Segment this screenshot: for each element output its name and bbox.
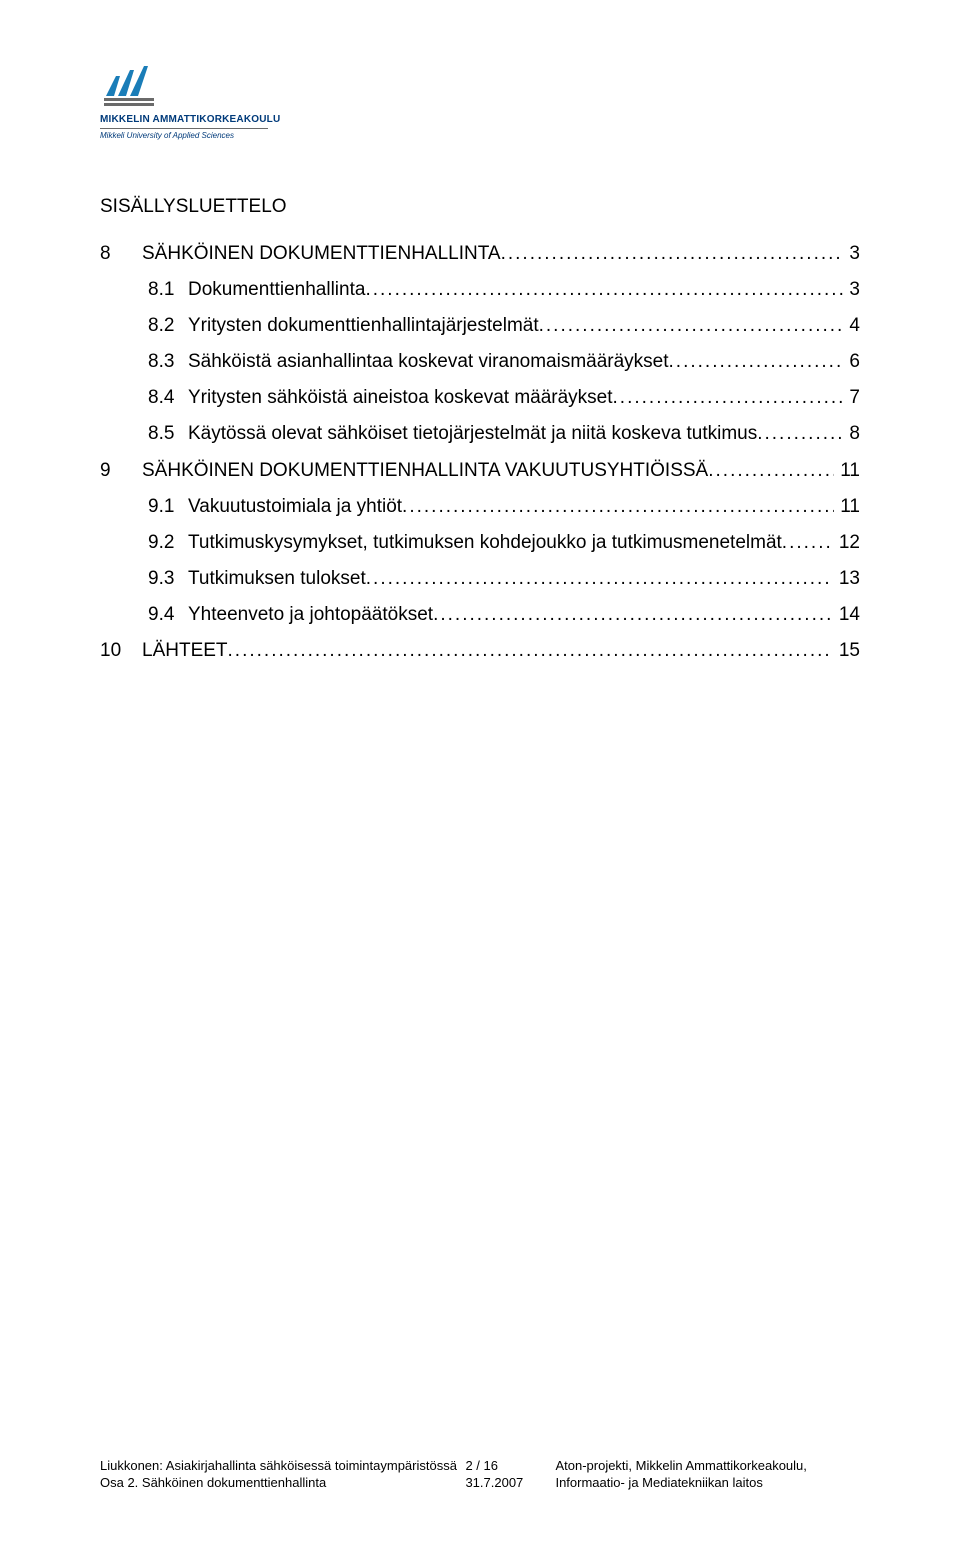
toc-entry: 9.2Tutkimuskysymykset, tutkimuksen kohde… <box>100 525 860 561</box>
footer-author-line: Liukkonen: Asiakirjahallinta sähköisessä… <box>100 1457 465 1475</box>
toc-leader <box>228 633 833 669</box>
toc-title: Vakuutustoimiala ja yhtiöt <box>188 496 402 517</box>
toc-page: 13 <box>833 561 860 597</box>
toc-number: 9.3 <box>148 561 188 597</box>
toc-leader <box>366 561 833 597</box>
toc-number: 8.4 <box>148 380 188 416</box>
toc-title: Dokumenttienhallinta <box>188 279 365 300</box>
toc-page: 11 <box>834 453 860 489</box>
document-page: MIKKELIN AMMATTIKORKEAKOULU Mikkeli Univ… <box>0 0 960 669</box>
toc-number: 9.2 <box>148 525 188 561</box>
toc-entry: 8.4Yritysten sähköistä aineistoa koskeva… <box>100 380 860 416</box>
toc-title: Käytössä olevat sähköiset tietojärjestel… <box>188 423 757 444</box>
toc-entry: 10LÄHTEET 15 <box>100 633 860 669</box>
footer-center: 2 / 16 31.7.2007 <box>465 1457 555 1492</box>
toc-page: 7 <box>843 380 860 416</box>
toc-page: 3 <box>843 272 860 308</box>
toc-leader <box>433 597 833 633</box>
toc-entry: 9.3Tutkimuksen tulokset 13 <box>100 561 860 597</box>
toc-title: Yritysten dokumenttienhallintajärjestelm… <box>188 315 539 336</box>
toc-leader <box>757 416 843 452</box>
toc-page: 14 <box>833 597 860 633</box>
toc-page: 3 <box>843 236 860 272</box>
toc-title: SÄHKÖINEN DOKUMENTTIENHALLINTA VAKUUTUSY… <box>142 460 708 481</box>
toc-number: 8.2 <box>148 308 188 344</box>
toc-leader <box>669 344 844 380</box>
footer-right: Aton-projekti, Mikkelin Ammattikorkeakou… <box>555 1457 860 1492</box>
toc-entry: 9SÄHKÖINEN DOKUMENTTIENHALLINTA VAKUUTUS… <box>100 453 860 489</box>
logo-icon <box>100 62 160 110</box>
toc-leader <box>782 525 833 561</box>
toc-number: 8.3 <box>148 344 188 380</box>
toc-entry: 9.4Yhteenveto ja johtopäätökset 14 <box>100 597 860 633</box>
footer-page-number: 2 / 16 <box>465 1457 555 1475</box>
toc-page: 15 <box>833 633 860 669</box>
toc-entry: 8.1Dokumenttienhallinta 3 <box>100 272 860 308</box>
toc-leader <box>365 272 843 308</box>
toc-number: 8.1 <box>148 272 188 308</box>
footer-left: Liukkonen: Asiakirjahallinta sähköisessä… <box>100 1457 465 1492</box>
footer-dept-line: Informaatio- ja Mediatekniikan laitos <box>555 1474 860 1492</box>
toc-entry: 8SÄHKÖINEN DOKUMENTTIENHALLINTA 3 <box>100 236 860 272</box>
toc-page: 6 <box>843 344 860 380</box>
toc-number: 9.4 <box>148 597 188 633</box>
toc-entry: 8.2Yritysten dokumenttienhallintajärjest… <box>100 308 860 344</box>
toc-title: SÄHKÖINEN DOKUMENTTIENHALLINTA <box>142 243 501 264</box>
toc-number: 9 <box>100 453 142 489</box>
toc-entry: 9.1Vakuutustoimiala ja yhtiöt 11 <box>100 489 860 525</box>
toc-title: Tutkimuskysymykset, tutkimuksen kohdejou… <box>188 532 782 553</box>
toc-title: Yhteenveto ja johtopäätökset <box>188 604 433 625</box>
toc-page: 12 <box>833 525 860 561</box>
toc-page: 11 <box>834 489 860 525</box>
toc-number: 8 <box>100 236 142 272</box>
toc-heading: SISÄLLYSLUETTELO <box>100 196 860 218</box>
footer-date: 31.7.2007 <box>465 1474 555 1492</box>
page-footer: Liukkonen: Asiakirjahallinta sähköisessä… <box>100 1457 860 1492</box>
toc-page: 8 <box>843 416 860 452</box>
toc-title: Yritysten sähköistä aineistoa koskevat m… <box>188 387 613 408</box>
toc-title: Tutkimuksen tulokset <box>188 568 366 589</box>
toc-title: Sähköistä asianhallintaa koskevat virano… <box>188 351 669 372</box>
toc-page: 4 <box>843 308 860 344</box>
footer-project-line: Aton-projekti, Mikkelin Ammattikorkeakou… <box>555 1457 860 1475</box>
toc-leader <box>539 308 844 344</box>
toc-number: 10 <box>100 633 142 669</box>
toc-leader <box>613 380 844 416</box>
logo-block: MIKKELIN AMMATTIKORKEAKOULU Mikkeli Univ… <box>100 62 860 140</box>
toc-leader <box>402 489 834 525</box>
toc-number: 9.1 <box>148 489 188 525</box>
toc-entry: 8.5Käytössä olevat sähköiset tietojärjes… <box>100 416 860 452</box>
toc-title: LÄHTEET <box>142 640 228 661</box>
logo-subtitle: Mikkeli University of Applied Sciences <box>100 128 268 140</box>
logo-title: MIKKELIN AMMATTIKORKEAKOULU <box>100 114 860 125</box>
toc-number: 8.5 <box>148 416 188 452</box>
footer-part-line: Osa 2. Sähköinen dokumenttienhallinta <box>100 1474 465 1492</box>
toc-entry: 8.3Sähköistä asianhallintaa koskevat vir… <box>100 344 860 380</box>
toc-leader <box>708 453 834 489</box>
table-of-contents: 8SÄHKÖINEN DOKUMENTTIENHALLINTA 3 8.1Dok… <box>100 236 860 669</box>
toc-leader <box>501 236 844 272</box>
